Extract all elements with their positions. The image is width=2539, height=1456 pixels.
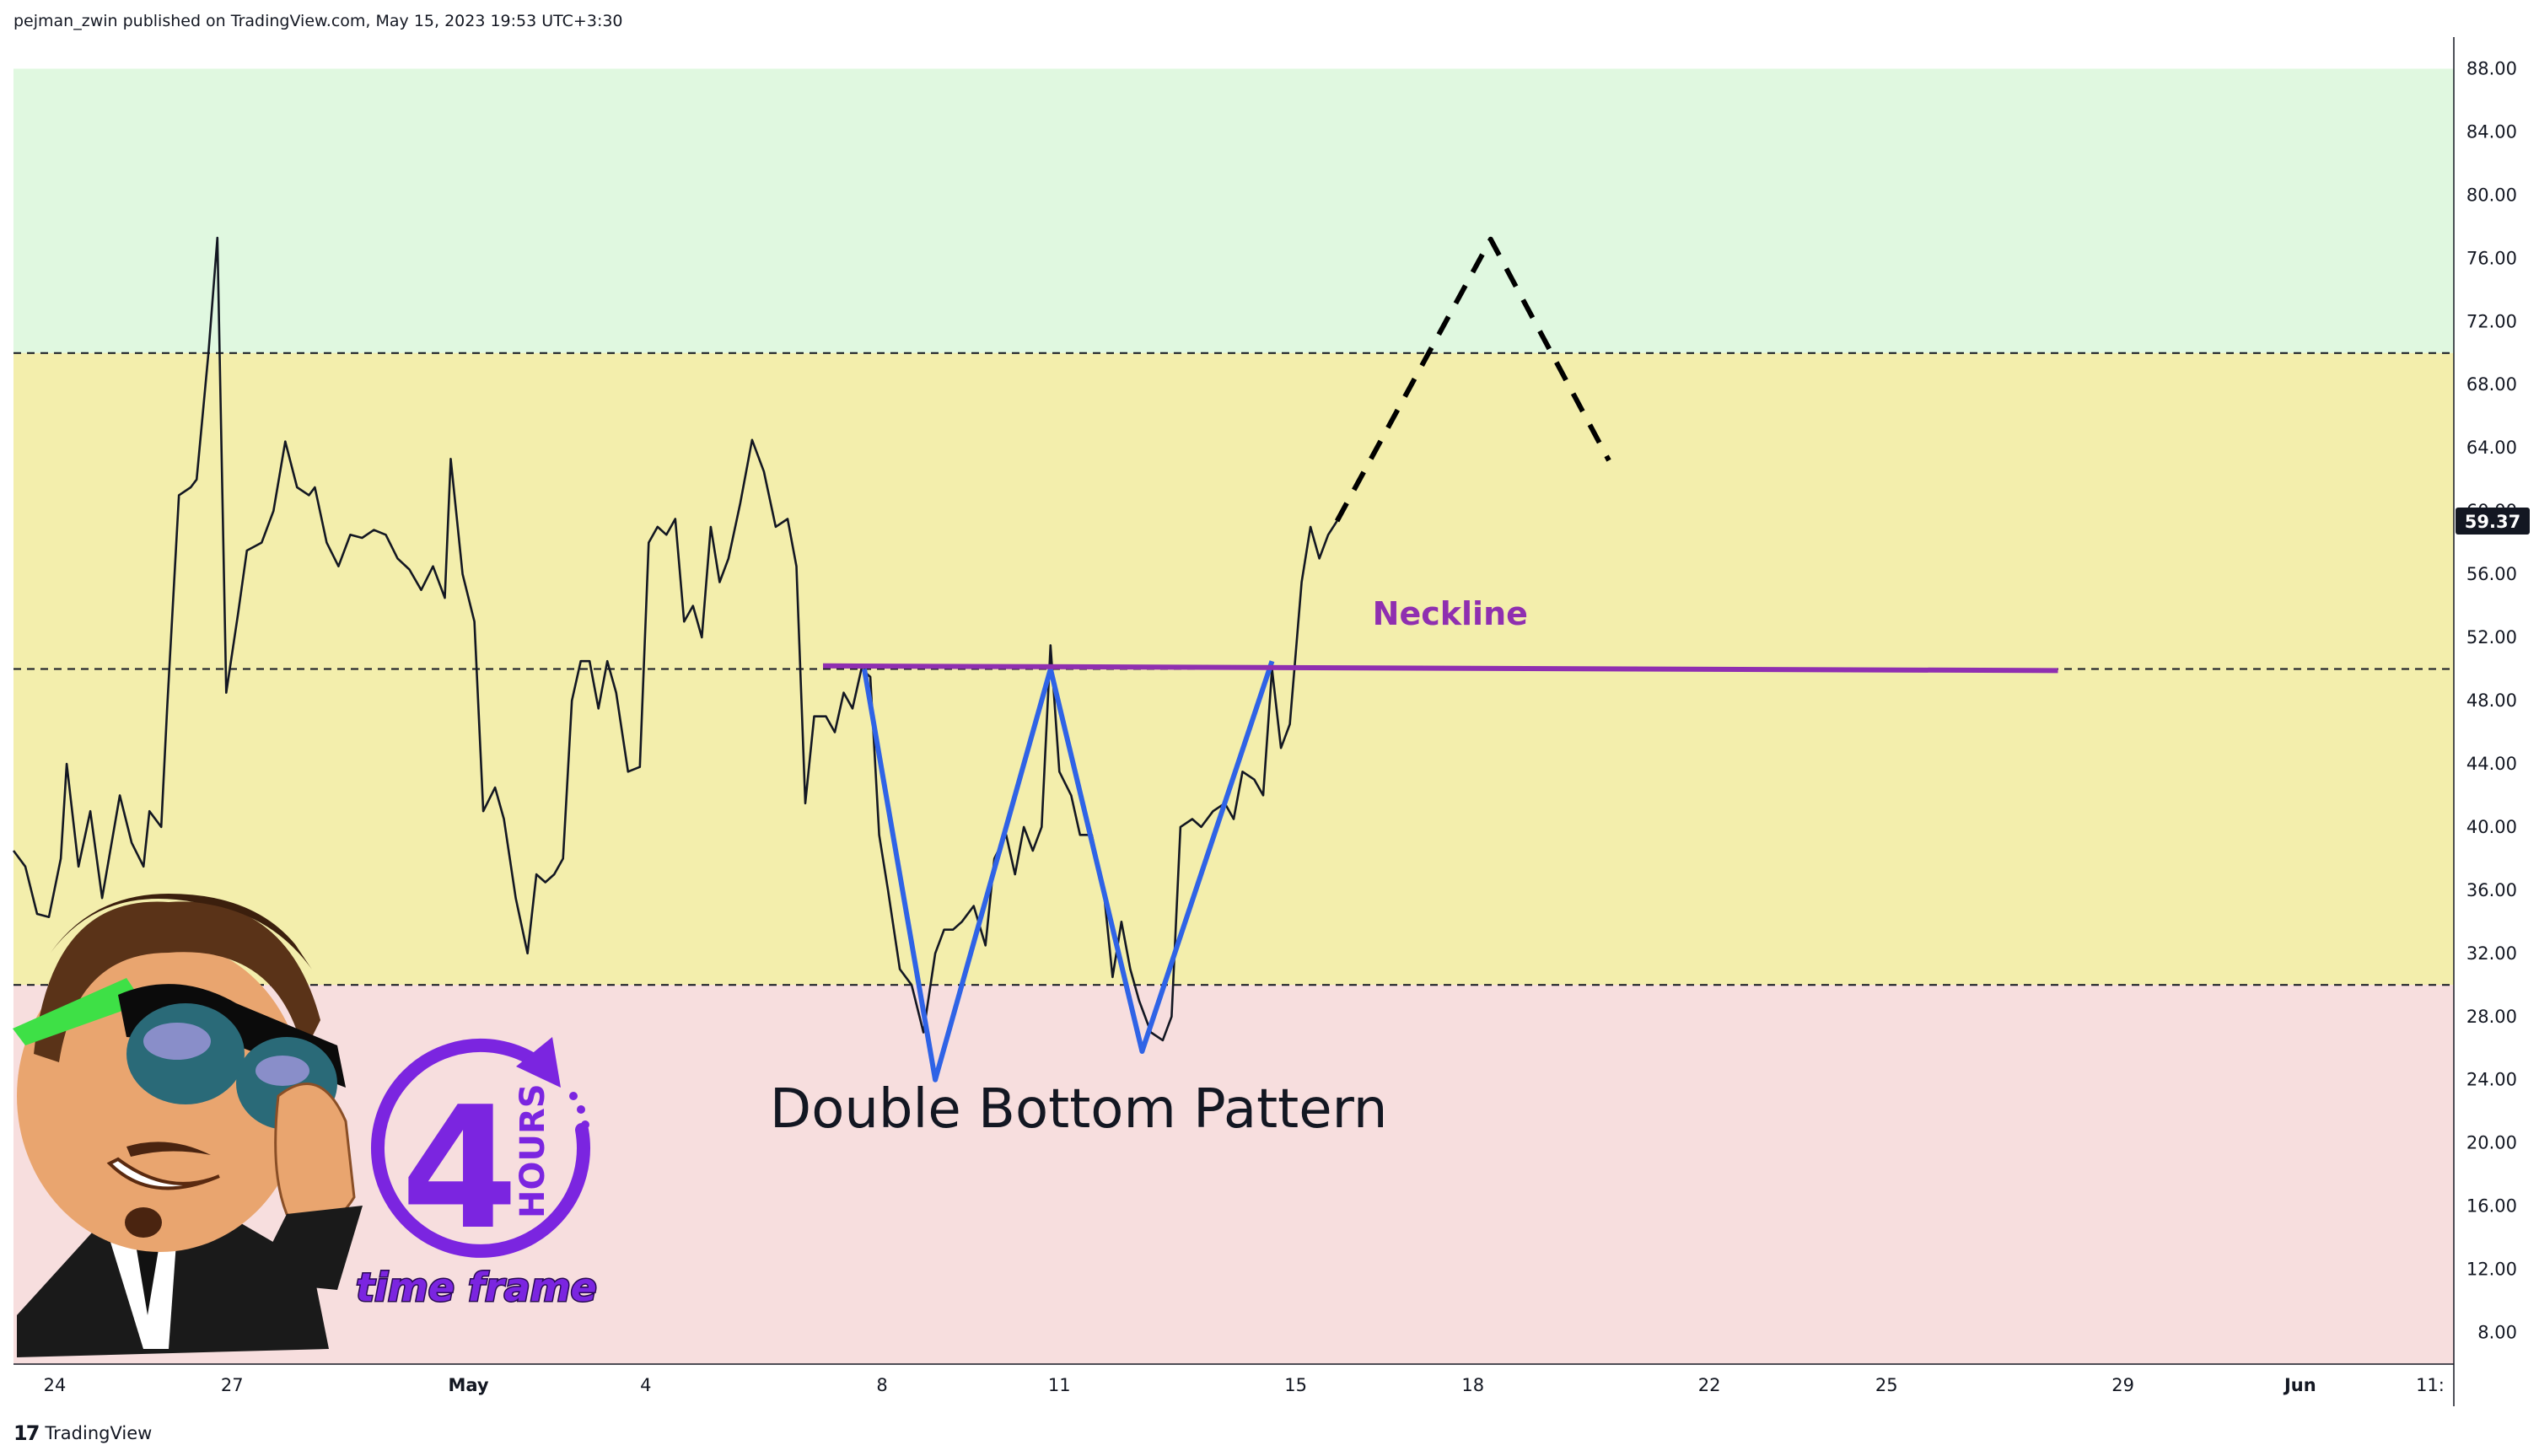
series-layer: [12, 236, 2058, 1083]
last-value-badge: [2456, 507, 2530, 535]
badge-caption: time frame: [356, 1265, 597, 1310]
y-tick-label: 24.00: [2466, 1070, 2517, 1090]
last-value-label: 59.37: [2465, 512, 2520, 532]
y-tick-label: 36.00: [2466, 880, 2517, 900]
x-tick-label: 18: [1461, 1375, 1484, 1395]
annotation-0: Neckline: [1373, 595, 1528, 632]
badge-number: 4: [401, 1071, 518, 1267]
annotation-1: Double Bottom Pattern: [770, 1078, 1387, 1141]
y-tick-label: 40.00: [2466, 817, 2517, 837]
annotation-layer: Neckline Double Bottom Pattern: [770, 595, 1528, 1141]
time-axis[interactable]: 24 27 May 4 8 11 15 18 22 25 29 Jun 11:: [44, 1375, 2445, 1395]
badge-ring: [370, 1038, 590, 1258]
timeframe-badge: 4 HOURS time frame: [355, 1037, 598, 1312]
tradingview-logo-icon: 17: [13, 1421, 40, 1445]
zone-overbought: [13, 68, 2454, 353]
x-tick-label: 24: [44, 1375, 67, 1395]
footer-brand: TradingView: [45, 1423, 153, 1443]
y-tick-label: 56.00: [2466, 564, 2517, 584]
y-tick-label: 76.00: [2466, 248, 2517, 268]
y-tick-label: 72.00: [2466, 311, 2517, 331]
y-tick-label: 52.00: [2466, 627, 2517, 647]
y-tick-label: 48.00: [2466, 690, 2517, 711]
y-tick-label: 28.00: [2466, 1007, 2517, 1027]
series-line-3: [1334, 236, 1611, 523]
x-tick-label: May: [448, 1375, 488, 1395]
y-tick-label: 8.00: [2477, 1323, 2517, 1343]
series-line-2: [822, 663, 2058, 674]
x-tick-label: 27: [221, 1375, 244, 1395]
x-tick-label: 22: [1698, 1375, 1721, 1395]
x-tick-label: 11:: [2416, 1375, 2445, 1395]
y-tick-label: 68.00: [2466, 374, 2517, 395]
x-tick-label: 15: [1284, 1375, 1307, 1395]
y-tick-label: 20.00: [2466, 1133, 2517, 1153]
y-tick-label: 44.00: [2466, 754, 2517, 774]
y-tick-label: 84.00: [2466, 121, 2517, 142]
x-tick-label: 25: [1875, 1375, 1898, 1395]
y-tick-label: 88.00: [2466, 58, 2517, 78]
avatar-cartoon: [13, 894, 363, 1357]
series-line-0: [12, 236, 1338, 1042]
badge-arrow-icon: [516, 1037, 561, 1088]
y-tick-label: 12.00: [2466, 1260, 2517, 1280]
x-tick-label: 8: [876, 1375, 887, 1395]
badge-hours: HOURS: [514, 1083, 552, 1218]
y-tick-label: 32.00: [2466, 943, 2517, 964]
y-tick-label: 64.00: [2466, 438, 2517, 458]
x-tick-label: Jun: [2283, 1375, 2316, 1395]
zone-oversold: [13, 985, 2454, 1364]
x-tick-label: 29: [2111, 1375, 2134, 1395]
y-tick-label: 16.00: [2466, 1196, 2517, 1217]
x-tick-label: 4: [640, 1375, 651, 1395]
right-axis-panel: [2454, 37, 2539, 1406]
x-tick-label: 11: [1048, 1375, 1071, 1395]
y-tick-label: 80.00: [2466, 185, 2517, 205]
price-axis[interactable]: 8.00 12.00 16.00 20.00 24.00 28.00 32.00 36.00 4…: [2456, 58, 2530, 1343]
publisher-line: pejman_zwin published on TradingView.com…: [13, 12, 623, 30]
footer: 17 TradingView: [13, 1421, 152, 1445]
